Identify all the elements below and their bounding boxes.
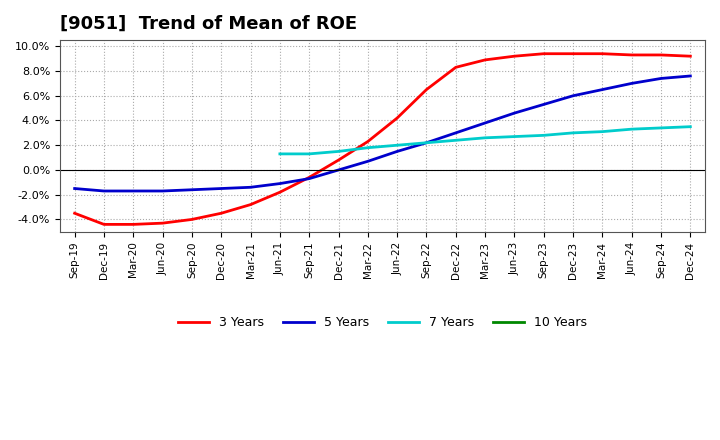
3 Years [305,175,313,180]
7 Years [657,125,665,131]
3 Years [364,139,372,144]
5 Years [305,176,313,181]
5 Years [99,188,108,194]
3 Years [276,190,284,195]
Line: 5 Years: 5 Years [75,76,690,191]
3 Years [598,51,607,56]
7 Years [686,124,695,129]
5 Years [510,110,518,116]
7 Years [451,138,460,143]
3 Years [129,222,138,227]
5 Years [364,159,372,164]
3 Years [188,217,197,222]
5 Years [451,130,460,136]
3 Years [393,115,402,121]
7 Years [598,129,607,134]
5 Years [627,81,636,86]
3 Years [422,87,431,92]
3 Years [451,65,460,70]
5 Years [71,186,79,191]
3 Years [334,158,343,163]
3 Years [539,51,548,56]
7 Years [539,133,548,138]
5 Years [657,76,665,81]
3 Years [657,52,665,58]
7 Years [510,134,518,139]
7 Years [569,130,577,136]
5 Years [481,120,490,125]
3 Years [99,222,108,227]
5 Years [598,87,607,92]
7 Years [364,145,372,150]
5 Years [188,187,197,192]
3 Years [627,52,636,58]
7 Years [627,127,636,132]
5 Years [217,186,225,191]
Line: 7 Years: 7 Years [280,127,690,154]
3 Years [217,211,225,216]
3 Years [481,57,490,62]
5 Years [422,140,431,145]
5 Years [539,102,548,107]
7 Years [422,140,431,145]
7 Years [393,143,402,148]
3 Years [510,54,518,59]
3 Years [71,211,79,216]
3 Years [158,220,167,226]
Text: [9051]  Trend of Mean of ROE: [9051] Trend of Mean of ROE [60,15,357,33]
7 Years [276,151,284,157]
3 Years [569,51,577,56]
7 Years [305,151,313,157]
5 Years [158,188,167,194]
5 Years [246,185,255,190]
5 Years [686,73,695,79]
5 Years [569,93,577,99]
7 Years [334,149,343,154]
Line: 3 Years: 3 Years [75,54,690,224]
Legend: 3 Years, 5 Years, 7 Years, 10 Years: 3 Years, 5 Years, 7 Years, 10 Years [173,311,593,334]
3 Years [246,202,255,207]
7 Years [481,135,490,140]
3 Years [686,54,695,59]
5 Years [393,149,402,154]
5 Years [276,181,284,186]
5 Years [129,188,138,194]
5 Years [334,167,343,172]
